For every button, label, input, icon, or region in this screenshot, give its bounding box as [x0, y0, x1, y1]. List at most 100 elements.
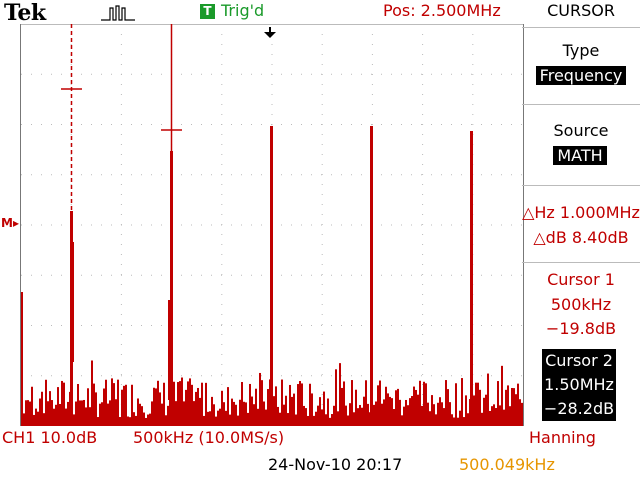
graticule-dot — [321, 73, 322, 75]
source-value-button[interactable]: MATH — [553, 146, 607, 165]
graticule-dot — [120, 194, 122, 195]
graticule-dot — [151, 124, 152, 125]
graticule-dot — [441, 224, 442, 226]
graticule-dot — [120, 324, 122, 325]
waveform-display[interactable] — [20, 24, 524, 426]
spectrum-peak — [270, 126, 273, 426]
graticule-dot — [351, 375, 352, 377]
spectrum-noise-bar — [207, 411, 209, 426]
graticule-dot — [422, 174, 424, 175]
graticule-dot — [271, 114, 273, 115]
graticule-dot — [181, 73, 182, 75]
spectrum-noise-bar — [401, 415, 403, 426]
graticule-dot — [61, 174, 62, 176]
graticule-dot — [422, 134, 424, 135]
spectrum-noise-bar — [167, 405, 169, 426]
spectrum-noise-bar — [175, 401, 177, 426]
spectrum-noise-bar — [199, 397, 201, 426]
graticule-dot — [431, 174, 432, 176]
brand-logo: Tek — [4, 0, 46, 26]
graticule-dot — [221, 134, 223, 135]
graticule-dot — [381, 174, 382, 176]
graticule-dot — [361, 375, 362, 377]
spectrum-noise-bar — [273, 396, 275, 426]
graticule-dot — [281, 325, 282, 326]
graticule-dot — [511, 325, 512, 326]
graticule-dot — [422, 274, 424, 275]
graticule-dot — [221, 84, 223, 85]
spectrum-noise-bar — [447, 389, 449, 426]
graticule-dot — [321, 144, 323, 145]
spectrum-noise-bar — [81, 400, 83, 426]
graticule-dot — [381, 124, 382, 125]
spectrum-noise-bar — [293, 393, 295, 426]
spectrum-noise-bar — [197, 387, 199, 426]
graticule-dot — [181, 325, 182, 326]
spectrum-noise-bar — [507, 385, 509, 426]
graticule-dot — [211, 375, 212, 377]
graticule-dot — [161, 73, 162, 75]
spectrum-noise-bar — [255, 388, 257, 426]
graticule-dot — [501, 124, 502, 125]
graticule-dot — [351, 224, 352, 226]
graticule-dot — [120, 314, 122, 315]
spectrum-noise-bar — [121, 389, 123, 426]
graticule-dot — [481, 224, 482, 226]
graticule-dot — [341, 73, 342, 75]
graticule-dot — [321, 184, 323, 185]
graticule-dot — [120, 64, 122, 65]
graticule-dot — [211, 274, 212, 276]
spectrum-noise-bar — [139, 403, 141, 426]
graticule-dot — [281, 375, 282, 377]
graticule-dot — [120, 274, 122, 275]
graticule-dot — [271, 73, 272, 75]
spectrum-noise-bar — [521, 402, 523, 426]
graticule-dot — [301, 124, 302, 125]
type-value-button[interactable]: Frequency — [536, 66, 626, 85]
spectrum-noise-bar — [217, 410, 219, 426]
graticule-dot — [451, 375, 452, 377]
cursor1-label[interactable]: Cursor 1 — [547, 270, 615, 289]
graticule-dot — [491, 73, 492, 75]
spectrum-noise-bar — [473, 395, 475, 426]
graticule-dot — [321, 394, 323, 395]
graticule-dot — [41, 124, 42, 125]
graticule-dot — [221, 364, 223, 365]
spectrum-noise-bar — [39, 398, 41, 426]
graticule-dot — [131, 73, 132, 75]
graticule-dot — [341, 224, 342, 226]
graticule-dot — [381, 325, 382, 326]
spectrum-noise-bar — [515, 394, 517, 426]
graticule-dot — [91, 325, 92, 326]
graticule-dot — [321, 344, 323, 345]
graticule-dot — [301, 224, 302, 226]
graticule-dot — [120, 334, 122, 335]
spectrum-noise-bar — [129, 417, 131, 426]
spectrum-noise-bar — [317, 405, 319, 426]
spectrum-noise-bar — [353, 412, 355, 426]
graticule-dot — [321, 174, 323, 175]
graticule-dot — [261, 274, 262, 276]
spectrum-noise-bar — [373, 404, 375, 426]
graticule-dot — [361, 325, 362, 326]
spectrum-noise-bar — [25, 400, 27, 426]
graticule-dot — [321, 104, 323, 105]
graticule-dot — [391, 375, 392, 377]
spectrum-noise-bar — [219, 408, 221, 426]
graticule-dot — [331, 73, 332, 75]
spectrum-noise-bar — [191, 384, 193, 426]
graticule-dot — [151, 174, 152, 176]
spectrum-noise-bar — [249, 383, 251, 426]
graticule-dot — [120, 154, 122, 155]
graticule-dot — [201, 73, 202, 75]
graticule-dot — [321, 114, 323, 115]
graticule-dot — [231, 274, 232, 276]
cursor2-selected-button[interactable]: Cursor 2 1.50MHz −28.2dB — [542, 349, 616, 421]
graticule-dot — [281, 174, 282, 176]
graticule-dot — [211, 325, 212, 326]
spectrum-noise-bar — [215, 416, 217, 426]
graticule-dot — [331, 325, 332, 326]
graticule-dot — [120, 374, 122, 375]
graticule-dot — [101, 274, 102, 276]
graticule-dot — [31, 224, 32, 226]
